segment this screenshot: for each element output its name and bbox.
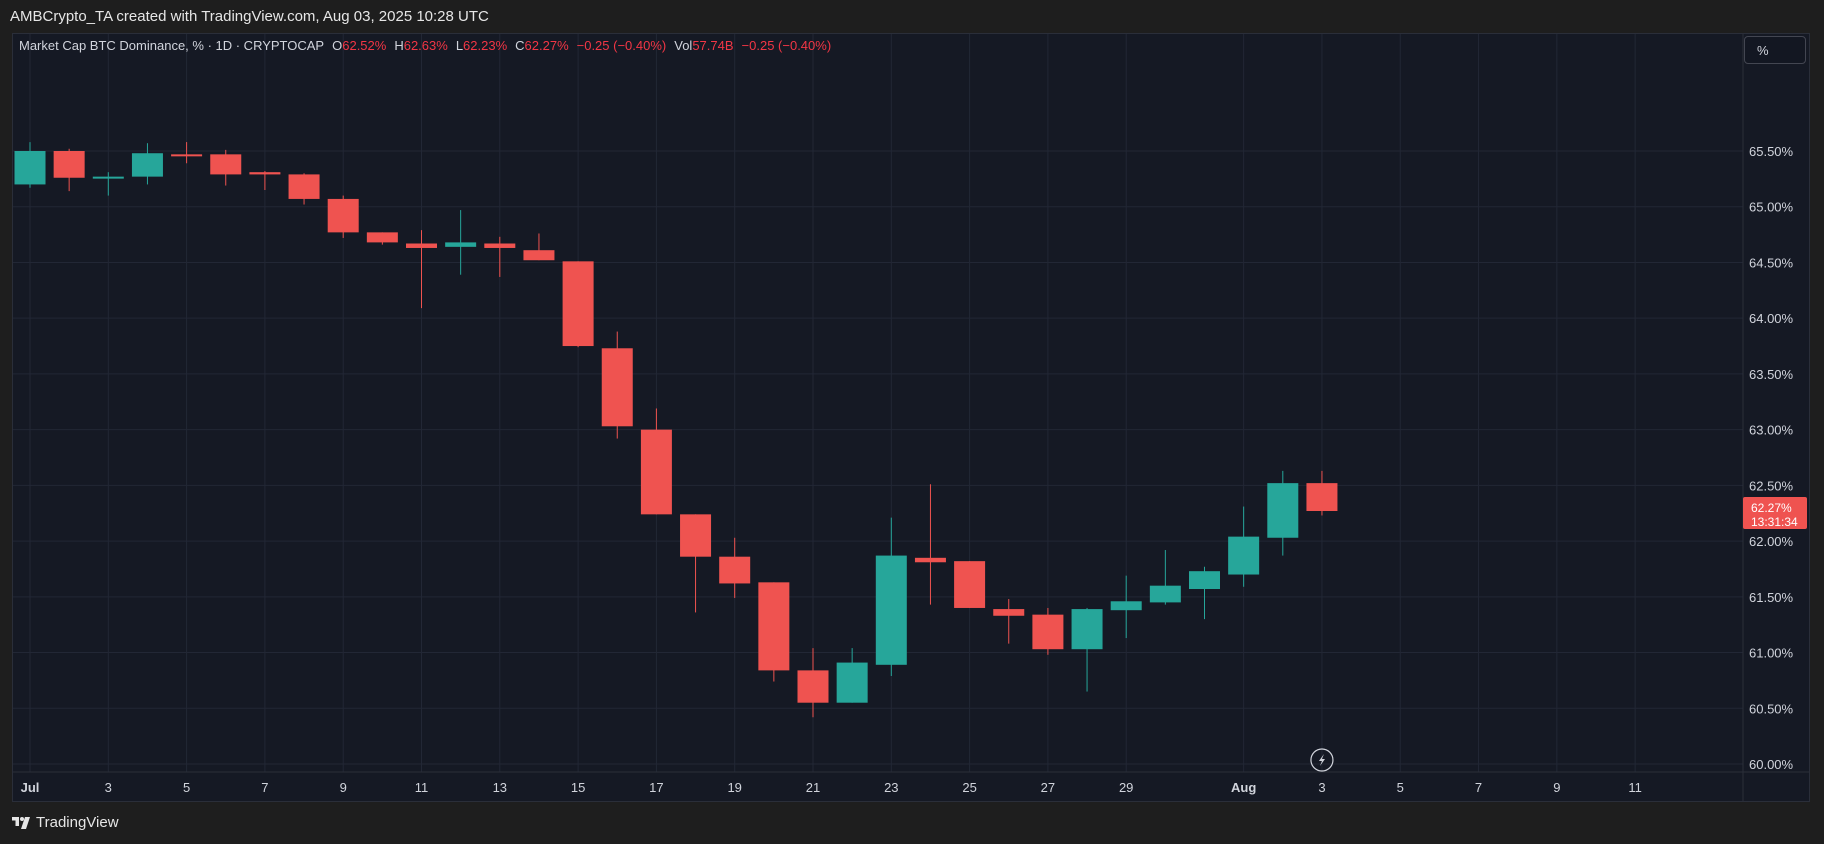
legend-volume-change: −0.25 (−0.40%) — [741, 38, 832, 53]
x-tick-label: Jul — [21, 780, 40, 795]
candle-body-down — [327, 198, 359, 233]
chart-legend: Market Cap BTC Dominance, % · 1D · CRYPT… — [19, 38, 831, 53]
candle-body-down — [954, 561, 986, 608]
candle-body-down — [171, 154, 203, 157]
y-tick-label: 63.00% — [1749, 423, 1794, 438]
chart-frame[interactable]: 60.00% 60.50% 61.00% 61.50% 62.00% 62.50% 63.0… — [12, 33, 1810, 802]
chart-caption: AMBCrypto_TA created with TradingView.co… — [10, 8, 489, 25]
percent-scale-button[interactable]: % — [1744, 36, 1806, 64]
candle-body-down — [1306, 483, 1338, 511]
candle-body-down — [53, 151, 85, 178]
legend-volume-value: 57.74B — [692, 38, 734, 53]
candle-body-down — [680, 514, 712, 557]
x-tick-label: 13 — [493, 780, 507, 795]
legend-close-label: C — [515, 38, 525, 53]
legend-open-value: 62.52% — [342, 38, 387, 53]
y-tick-label: 63.50% — [1749, 367, 1794, 382]
candle-body-down — [640, 429, 672, 515]
candlestick-chart[interactable]: 60.00% 60.50% 61.00% 61.50% 62.00% 62.50% 63.0… — [13, 34, 1809, 801]
tradingview-logo-text: TradingView — [36, 814, 119, 831]
legend-open-label: O — [332, 38, 343, 53]
candle-body-up — [131, 153, 163, 177]
candle-body-down — [758, 582, 790, 671]
candle-body-down — [1032, 614, 1064, 650]
x-tick-label: 7 — [261, 780, 268, 795]
y-tick-label: 61.50% — [1749, 590, 1794, 605]
x-tick-label: 21 — [806, 780, 820, 795]
legend-change: −0.25 (−0.40%) — [576, 38, 667, 53]
candle-body-down — [601, 348, 633, 427]
candle-body-up — [836, 662, 868, 703]
candle-body-down — [366, 232, 398, 243]
candle-body-up — [445, 242, 477, 247]
candle-body-down — [719, 556, 751, 584]
y-tick-label: 65.00% — [1749, 200, 1794, 215]
x-tick-label: 9 — [340, 780, 347, 795]
countdown-label: 13:31:34 — [1751, 515, 1798, 529]
x-tick-label: 9 — [1553, 780, 1560, 795]
candle-body-up — [1189, 571, 1220, 590]
y-tick-label: 62.00% — [1749, 534, 1794, 549]
x-tick-label: 29 — [1119, 780, 1133, 795]
x-tick-label: 5 — [183, 780, 190, 795]
y-tick-label: 60.00% — [1749, 757, 1794, 772]
x-tick-label: 25 — [962, 780, 976, 795]
candle-body-down — [993, 609, 1025, 616]
last-price-tag — [1743, 496, 1807, 529]
x-tick-label: 7 — [1475, 780, 1482, 795]
candle-body-down — [523, 250, 555, 261]
candle-body-up — [1228, 536, 1260, 575]
candle-body-up — [14, 151, 46, 185]
candle-body-down — [210, 154, 242, 175]
x-tick-label: 3 — [1318, 780, 1325, 795]
candle-body-down — [249, 172, 281, 175]
candle-body-down — [797, 670, 829, 703]
x-tick-label: 17 — [649, 780, 663, 795]
lightning-icon[interactable] — [1310, 748, 1334, 772]
legend-close-value: 62.27% — [524, 38, 569, 53]
candle-body-up — [875, 555, 907, 665]
x-tick-label: 3 — [105, 780, 112, 795]
x-tick-label: 23 — [884, 780, 898, 795]
x-tick-label: 15 — [571, 780, 585, 795]
candle-body-up — [1149, 585, 1181, 603]
legend-low-value: 62.23% — [463, 38, 508, 53]
x-tick-label: 11 — [415, 780, 429, 795]
candle-body-down — [406, 243, 437, 248]
x-tick-label: 5 — [1397, 780, 1404, 795]
candle-body-up — [1267, 483, 1299, 538]
candle-body-down — [562, 261, 594, 347]
legend-high-label: H — [394, 38, 404, 53]
legend-low-label: L — [455, 38, 464, 53]
lightning-bolt-icon — [1318, 754, 1325, 766]
y-tick-label: 64.00% — [1749, 311, 1794, 326]
tradingview-logo: TradingView — [12, 814, 119, 831]
footer-bar — [0, 812, 1824, 844]
legend-symbol[interactable]: Market Cap BTC Dominance, % · 1D · CRYPT… — [19, 38, 325, 53]
x-tick-label: Aug — [1231, 780, 1256, 795]
candle-body-up — [1110, 601, 1142, 611]
x-tick-label: 27 — [1041, 780, 1055, 795]
y-tick-label: 62.50% — [1749, 478, 1794, 493]
x-tick-label: 19 — [727, 780, 741, 795]
candle-body-up — [1071, 609, 1103, 650]
candle-body-down — [484, 243, 516, 248]
legend-volume-label: Vol — [674, 38, 693, 53]
candle-body-down — [914, 557, 946, 563]
candle-body-down — [288, 174, 320, 199]
candle-body-up — [92, 176, 124, 179]
y-tick-label: 64.50% — [1749, 255, 1794, 270]
x-tick-label: 11 — [1628, 780, 1642, 795]
y-tick-label: 60.50% — [1749, 701, 1794, 716]
y-tick-label: 65.50% — [1749, 144, 1794, 159]
y-tick-label: 61.00% — [1749, 646, 1794, 661]
tradingview-logo-icon — [12, 816, 30, 829]
legend-high-value: 62.63% — [403, 38, 448, 53]
last-price-label: 62.27% — [1751, 501, 1792, 515]
